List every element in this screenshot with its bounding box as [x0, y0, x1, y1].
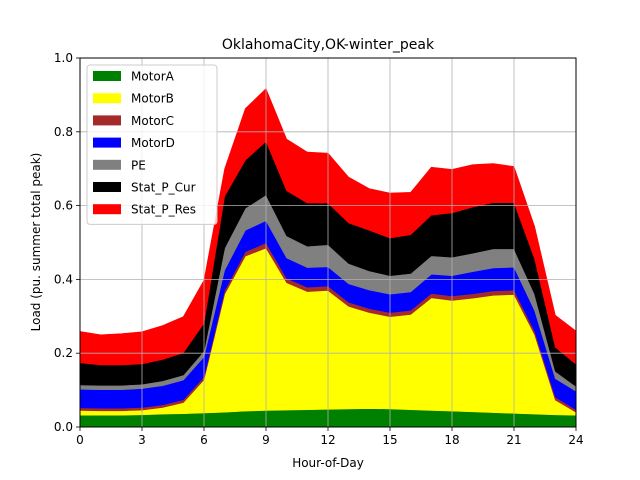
- legend-label-motora: MotorA: [131, 70, 175, 84]
- x-tick-label: 15: [382, 433, 397, 447]
- chart-title: OklahomaCity,OK-winter_peak: [222, 37, 435, 53]
- x-tick-label: 0: [76, 433, 84, 447]
- y-tick-label: 0.4: [54, 272, 73, 286]
- y-axis-ticks: 0.0 0.2 0.4 0.6 0.8 1.0: [54, 51, 80, 434]
- y-tick-label: 0.6: [54, 199, 73, 213]
- x-tick-label: 12: [320, 433, 335, 447]
- x-tick-label: 21: [506, 433, 521, 447]
- x-tick-label: 6: [200, 433, 208, 447]
- x-tick-label: 24: [568, 433, 583, 447]
- legend-swatch-stat-p-res: [93, 204, 121, 215]
- legend-swatch-motora: [93, 71, 121, 81]
- legend-label-stat-p-res: Stat_P_Res: [131, 203, 196, 217]
- x-axis-label: Hour-of-Day: [292, 456, 364, 470]
- legend-swatch-pe: [93, 159, 121, 170]
- x-axis-ticks: 0 3 6 9 12 15 18 21 24: [76, 427, 584, 447]
- legend-label-motord: MotorD: [131, 136, 175, 150]
- legend-label-stat-p-cur: Stat_P_Cur: [131, 181, 196, 195]
- x-tick-label: 18: [444, 433, 459, 447]
- x-tick-label: 3: [138, 433, 146, 447]
- x-tick-label: 9: [262, 433, 270, 447]
- y-tick-label: 0.0: [54, 420, 73, 434]
- legend-swatch-motord: [93, 137, 121, 148]
- y-tick-label: 0.2: [54, 346, 73, 360]
- legend-label-motorc: MotorC: [131, 114, 174, 128]
- y-tick-label: 0.8: [54, 125, 73, 139]
- legend-swatch-stat-p-cur: [93, 182, 121, 192]
- legend-label-motorb: MotorB: [131, 92, 174, 106]
- legend-swatch-motorb: [93, 93, 121, 104]
- legend-swatch-motorc: [93, 115, 121, 126]
- legend-label-pe: PE: [131, 158, 146, 172]
- y-tick-label: 1.0: [54, 51, 73, 65]
- y-axis-label: Load (pu. summer total peak): [29, 153, 43, 332]
- legend: MotorA MotorB MotorC MotorD PE Stat_P_Cur Stat…: [86, 64, 218, 225]
